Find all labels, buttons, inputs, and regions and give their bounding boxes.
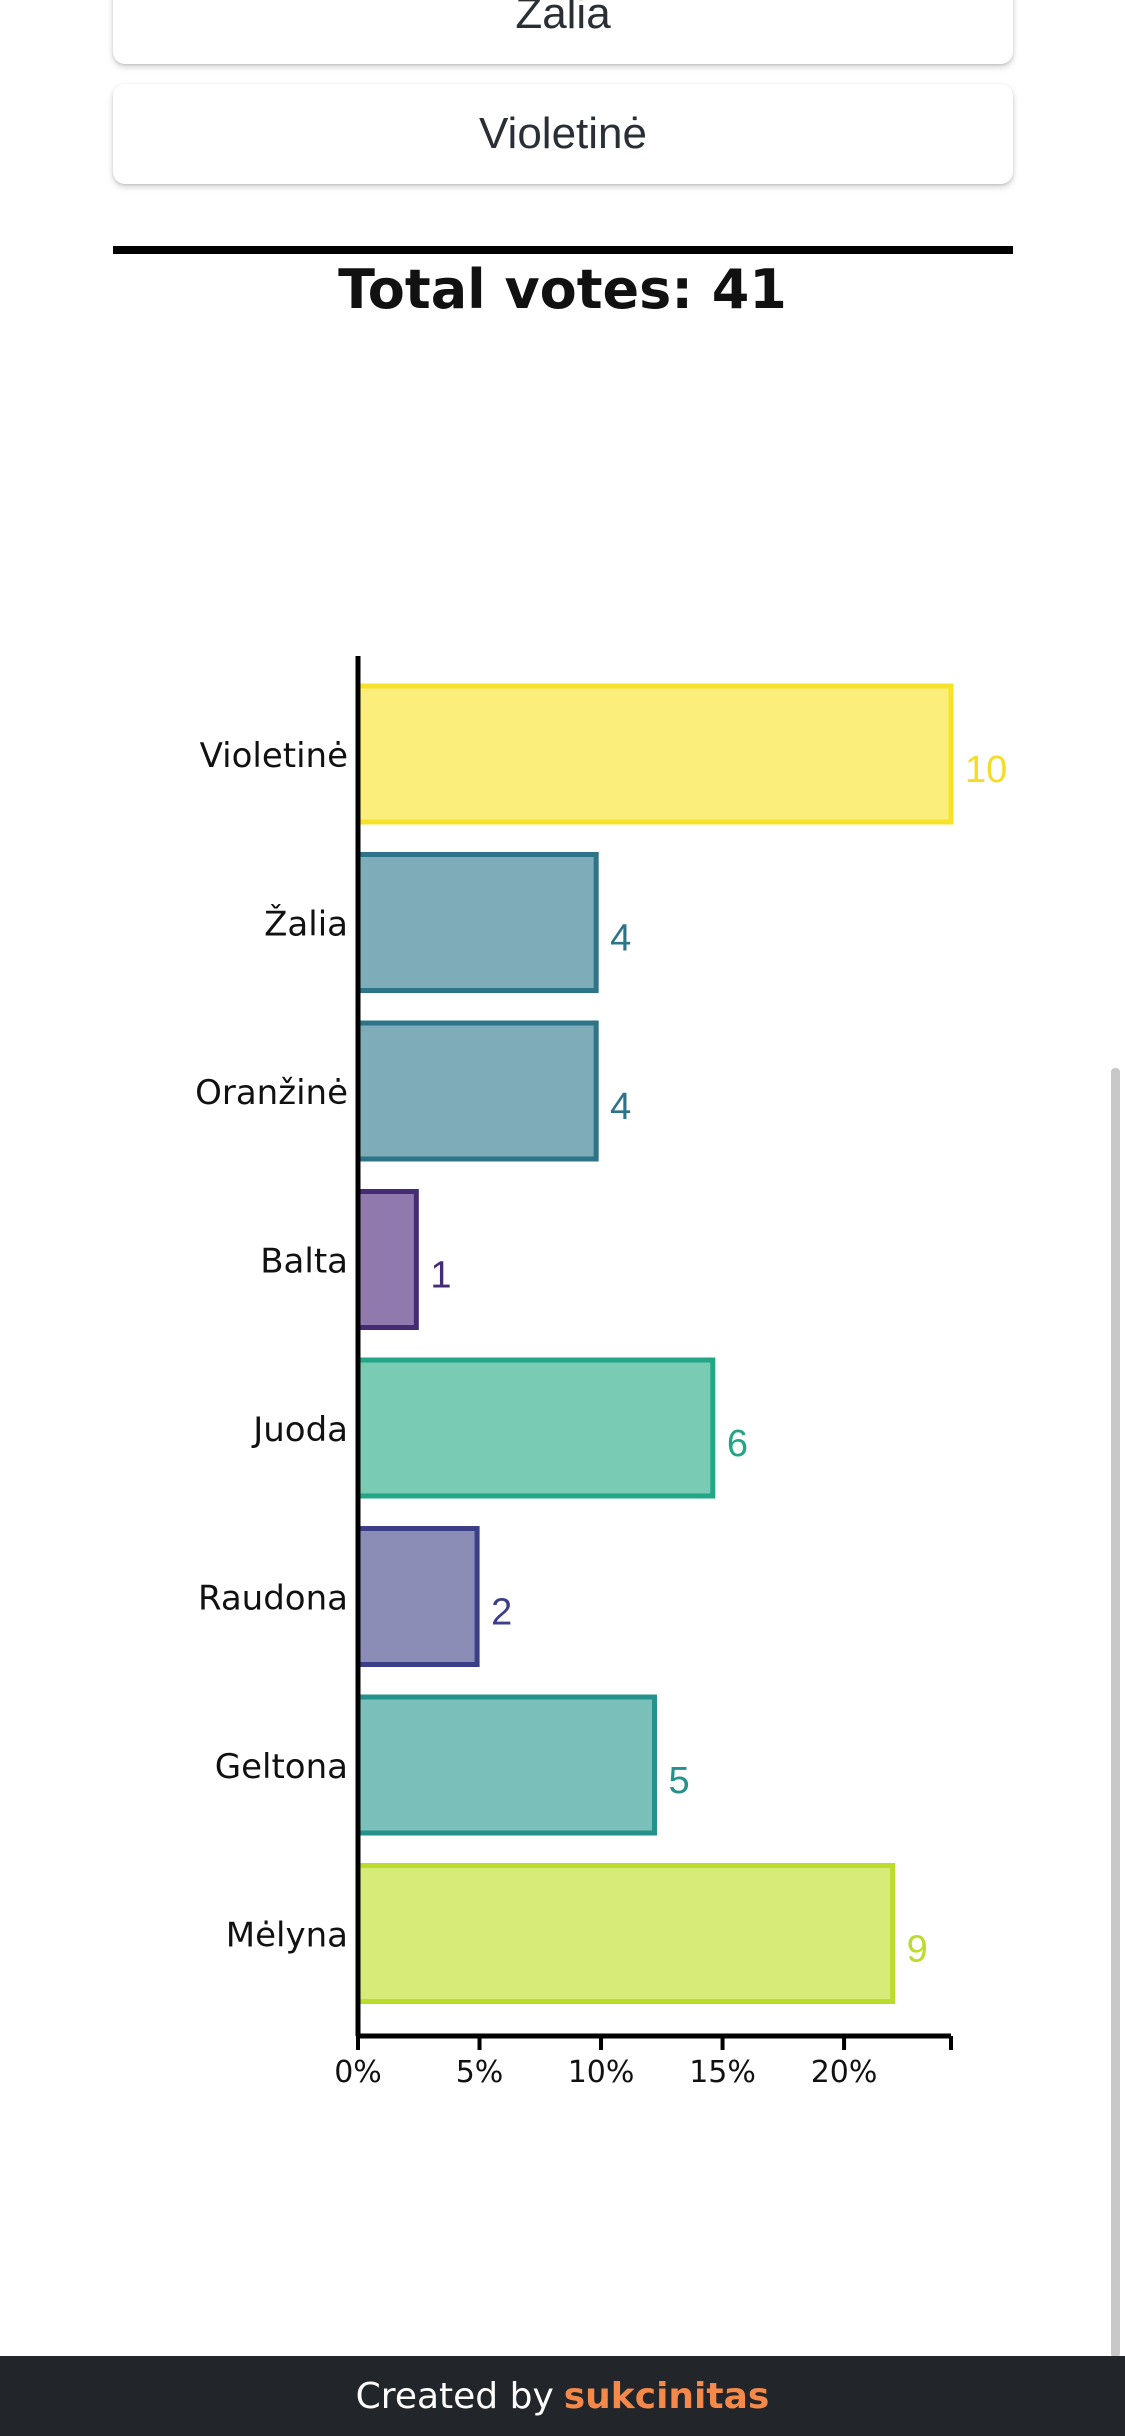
bar — [355, 1189, 419, 1330]
x-tick-label: 10% — [568, 2055, 635, 2090]
data-label: 5 — [669, 1760, 690, 1802]
results-bar-chart: Violetinė 10 Žalia 4 Oranžinė 4 Balta 1 Juoda 6 Ra… — [195, 656, 1007, 2090]
category-label: Mėlyna — [226, 1916, 348, 1956]
data-label: 9 — [907, 1929, 928, 1971]
data-label: 10 — [965, 749, 1007, 791]
bar — [355, 683, 954, 825]
category-label: Geltona — [215, 1747, 348, 1787]
x-tick-label: 15% — [689, 2055, 756, 2090]
x-tick-label: 5% — [456, 2055, 504, 2090]
footer-created-by: Created by — [355, 2375, 554, 2417]
category-label: Juoda — [251, 1410, 348, 1450]
scrollbar[interactable] — [1111, 1068, 1120, 2358]
x-tick-label: 20% — [811, 2055, 878, 2090]
category-label: Žalia — [264, 904, 348, 945]
author-link[interactable]: sukcinitas — [563, 2375, 770, 2417]
bar — [355, 1526, 480, 1667]
bar — [355, 1863, 896, 2004]
category-label: Raudona — [198, 1579, 348, 1619]
bar — [355, 852, 599, 993]
bar — [355, 1357, 716, 1499]
vote-option-button[interactable]: Violetinė — [113, 84, 1013, 184]
divider — [113, 246, 1013, 254]
data-label: 6 — [727, 1423, 748, 1465]
total-votes: Total votes: 41 — [338, 258, 787, 321]
data-label: 2 — [491, 1592, 512, 1634]
data-label: 4 — [610, 1086, 631, 1128]
data-label: 4 — [610, 918, 631, 960]
category-label: Balta — [260, 1242, 348, 1282]
category-label: Violetinė — [200, 736, 348, 776]
x-tick-label: 0% — [334, 2055, 382, 2090]
bar — [355, 1020, 599, 1162]
footer: Created by sukcinitas — [0, 2356, 1125, 2436]
bar — [355, 1694, 657, 1836]
vote-option-button[interactable]: Žalia — [113, 0, 1013, 64]
data-label: 1 — [430, 1255, 451, 1297]
category-label: Oranžinė — [195, 1073, 348, 1113]
